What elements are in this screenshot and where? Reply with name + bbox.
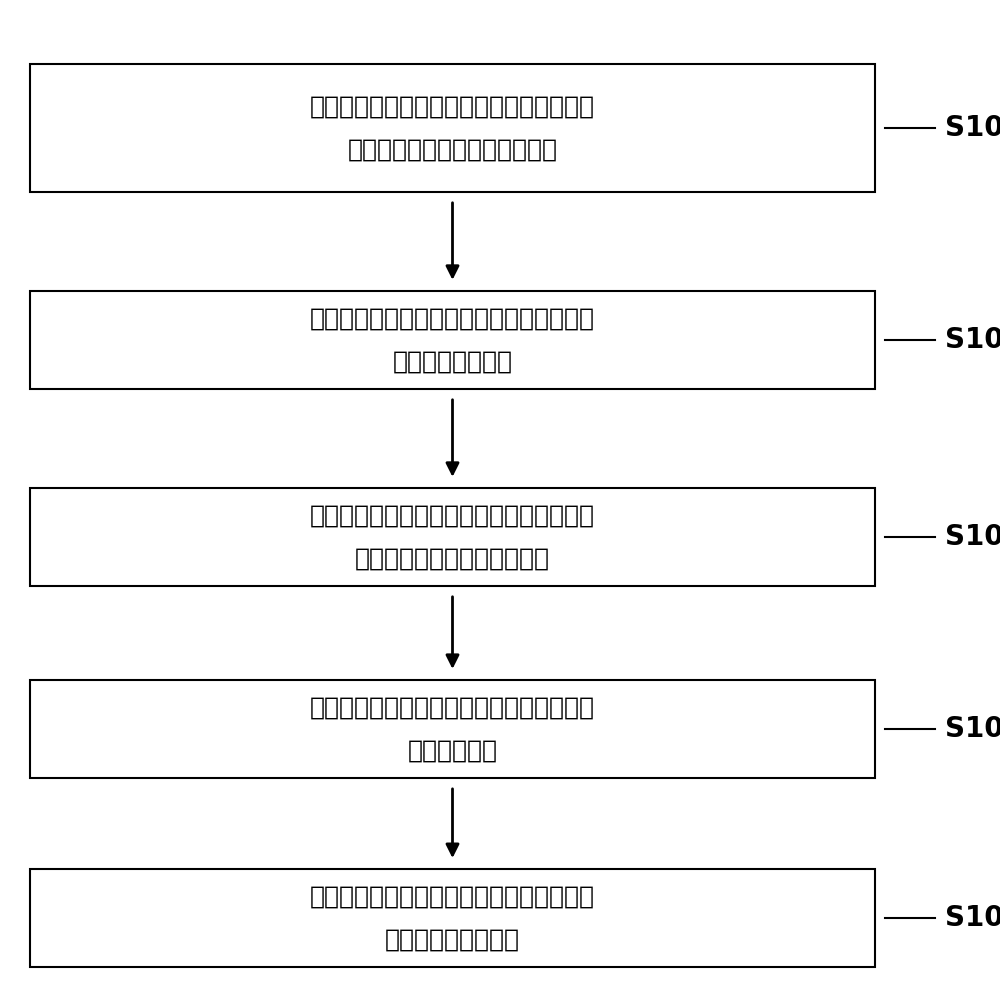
Text: 基于表面摩擦力和油膜运动速度的函数关系: 基于表面摩擦力和油膜运动速度的函数关系	[310, 885, 595, 908]
Bar	[30, 291, 875, 389]
Text: S101: S101	[945, 114, 1000, 142]
Text: 基于油膜演化图像中油膜亮度与油膜厚度的: 基于油膜演化图像中油膜亮度与油膜厚度的	[310, 503, 595, 527]
Text: 油膜运动速度: 油膜运动速度	[408, 739, 498, 762]
Text: 在待测模型表面涂覆试验油剂形成油膜，并: 在待测模型表面涂覆试验油剂形成油膜，并	[310, 95, 595, 118]
Text: 利用光流算法迭代求解油膜运动函数，获取: 利用光流算法迭代求解油膜运动函数，获取	[310, 695, 595, 719]
Text: S105: S105	[945, 904, 1000, 932]
Text: 关系，推导获得油膜运动函数: 关系，推导获得油膜运动函数	[355, 547, 550, 570]
Bar	[30, 488, 875, 586]
Bar	[30, 869, 875, 967]
Text: S103: S103	[945, 523, 1000, 551]
Text: ，获取表面摩擦阻力: ，获取表面摩擦阻力	[385, 928, 520, 952]
Text: S102: S102	[945, 326, 1000, 354]
Text: S104: S104	[945, 715, 1000, 743]
Text: 上的油膜演化图像: 上的油膜演化图像	[392, 350, 512, 373]
Text: 在紫外光源照射下进行风洞试验: 在紫外光源照射下进行风洞试验	[348, 138, 558, 162]
Bar	[30, 680, 875, 778]
Text: 采用成像设备连续采集试验油剂在待测模型: 采用成像设备连续采集试验油剂在待测模型	[310, 306, 595, 330]
Bar	[30, 64, 875, 192]
